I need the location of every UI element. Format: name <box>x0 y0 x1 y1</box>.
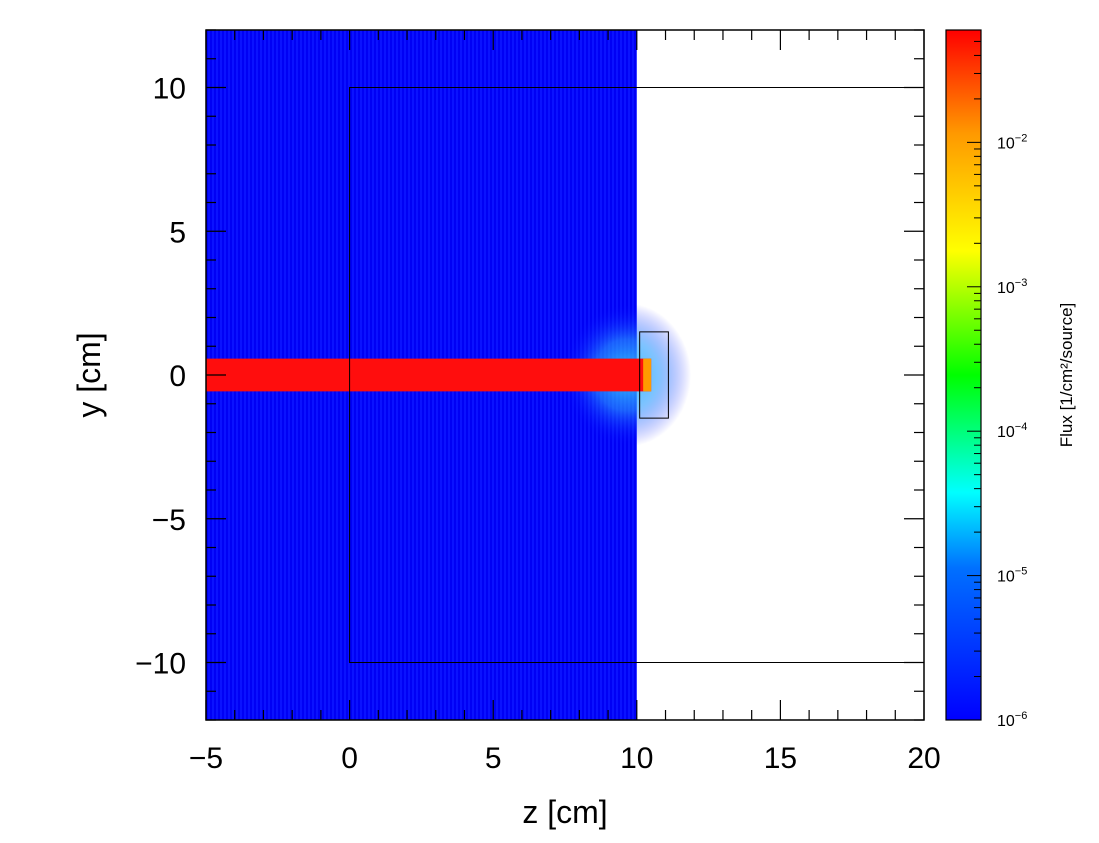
colorbar-tick-label: 10−2 <box>997 132 1027 152</box>
colorbar-tick-label: 10−3 <box>997 277 1027 297</box>
x-tick-label: 15 <box>764 742 797 775</box>
x-axis-label: z [cm] <box>522 794 607 830</box>
colorbar-tick-label: 10−6 <box>997 710 1027 730</box>
y-axis-label: y [cm] <box>71 332 107 417</box>
colorbar: 10−6 10−5 10−4 10−3 10−2 <box>945 29 1027 730</box>
y-axis: −10 −5 0 5 10 <box>135 29 924 721</box>
colorbar-tick-label: 10−4 <box>997 421 1027 441</box>
y-tick-label: −5 <box>152 504 186 537</box>
x-tick-label: 5 <box>485 742 502 775</box>
x-tick-label: −5 <box>189 742 223 775</box>
x-tick-label: 0 <box>341 742 358 775</box>
y-tick-label: 0 <box>169 360 186 393</box>
outline-detector <box>639 331 669 419</box>
heatmap-beam-region <box>206 358 652 392</box>
x-tick-label: 20 <box>907 742 940 775</box>
heatmap-layer <box>206 30 692 720</box>
y-tick-label: 5 <box>169 216 186 249</box>
y-tick-label: −10 <box>135 648 186 681</box>
colorbar-gradient <box>945 29 982 721</box>
heatmap-beam-tip <box>643 358 652 392</box>
x-axis: −5 0 5 10 15 20 <box>189 30 941 775</box>
y-tick-label: 10 <box>153 73 186 106</box>
colorbar-label: Flux [1/cm²/source] <box>1057 303 1076 448</box>
colorbar-tick-label: 10−5 <box>997 566 1027 586</box>
x-tick-label: 10 <box>620 742 653 775</box>
